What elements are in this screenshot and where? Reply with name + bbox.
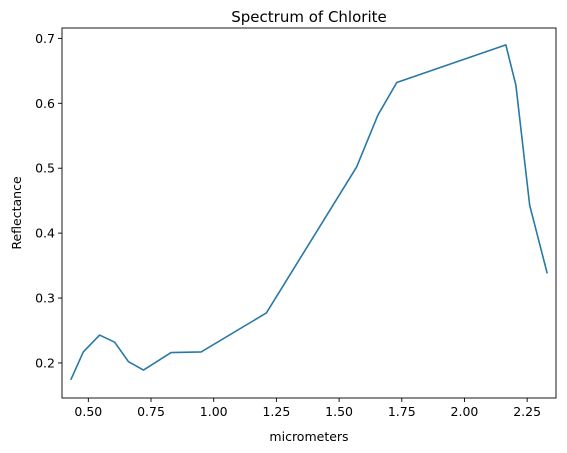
series-line-0 bbox=[70, 44, 548, 381]
plot-area-background bbox=[62, 28, 556, 398]
y-axis-ticks: 0.2 0.3 0.4 0.5 0.6 0.7 bbox=[35, 31, 62, 370]
plot-frame bbox=[61, 27, 557, 399]
x-tick-label: 1.75 bbox=[388, 404, 416, 419]
x-tick-label: 2.00 bbox=[451, 404, 479, 419]
y-tick-label: 0.7 bbox=[35, 31, 55, 46]
x-tick-label: 1.00 bbox=[200, 404, 228, 419]
x-axis-ticks: 0.50 0.75 1.00 1.25 1.50 1.75 2.00 2.25 bbox=[74, 398, 541, 419]
y-axis-label: Reflectance bbox=[9, 176, 24, 250]
y-tick-label: 0.5 bbox=[35, 161, 55, 176]
y-tick-label: 0.6 bbox=[35, 96, 55, 111]
x-tick-label: 2.25 bbox=[513, 404, 541, 419]
x-axis-label: micrometers bbox=[269, 429, 348, 444]
y-tick-label: 0.2 bbox=[35, 355, 55, 370]
x-tick-label: 1.50 bbox=[325, 404, 353, 419]
y-tick-label: 0.4 bbox=[35, 226, 55, 241]
x-tick-label: 0.75 bbox=[137, 404, 165, 419]
y-tick-label: 0.3 bbox=[35, 291, 55, 306]
x-tick-label: 0.50 bbox=[74, 404, 102, 419]
x-tick-label: 1.25 bbox=[262, 404, 290, 419]
series-lines bbox=[70, 44, 548, 381]
chart-title: Spectrum of Chlorite bbox=[231, 8, 386, 26]
